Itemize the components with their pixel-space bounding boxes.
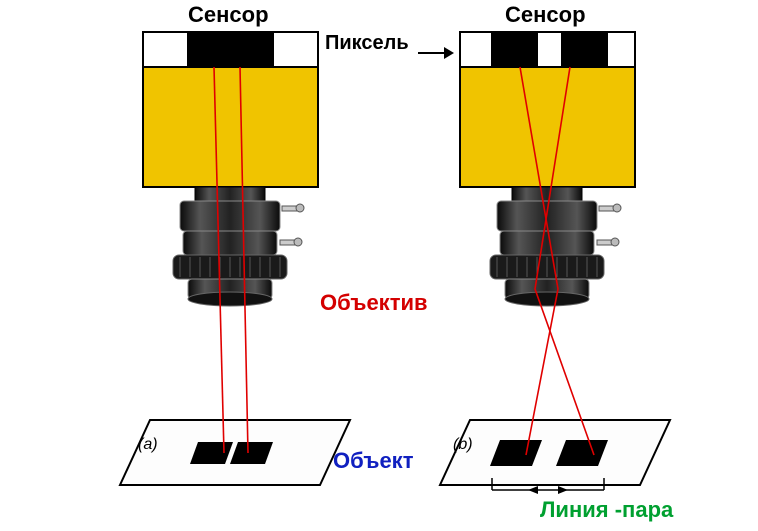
label-line-pair: Линия -пара — [540, 497, 673, 523]
camera-right — [460, 32, 635, 187]
label-object: Объект — [333, 448, 413, 474]
lens-left — [173, 187, 304, 306]
label-lens: Объектив — [320, 290, 428, 316]
camera-left — [143, 32, 318, 187]
panel-letter-a: (a) — [138, 436, 158, 454]
lens-right — [490, 187, 621, 306]
panel-letter-b: (b) — [453, 436, 473, 454]
object-plane-right — [440, 420, 670, 485]
